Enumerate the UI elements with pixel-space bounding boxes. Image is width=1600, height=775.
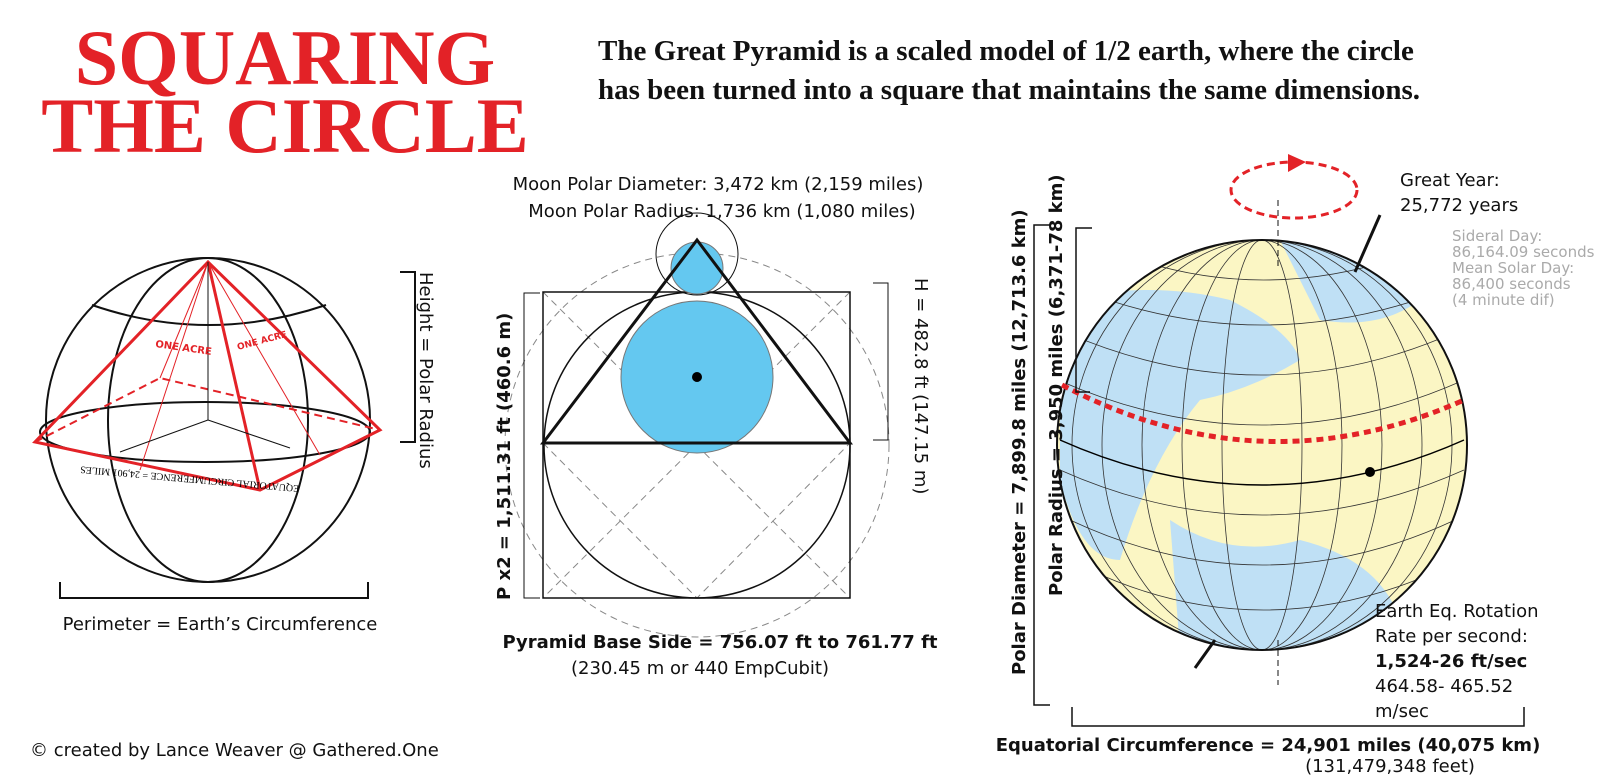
equatorial: Equatorial Circumference = 24,901 miles … bbox=[996, 735, 1541, 756]
polar-radius: Polar Radius = 3,950 miles (6,371-78 km) bbox=[1046, 174, 1067, 596]
brackets bbox=[1033, 224, 1525, 727]
center-dot bbox=[692, 372, 702, 382]
day-note: Mean Solar Day: bbox=[1452, 259, 1574, 277]
day-note: 86,164.09 seconds bbox=[1452, 243, 1595, 261]
rotation-line: m/sec bbox=[1375, 701, 1429, 722]
day-note: 86,400 seconds bbox=[1452, 275, 1571, 293]
title-line: THE CIRCLE bbox=[41, 82, 529, 169]
day-notes: Sideral Day: 86,164.09 seconds Mean Sola… bbox=[1452, 227, 1595, 309]
perimeter-label: Perimeter = Earth’s Circumference bbox=[63, 614, 378, 635]
rotation-line: 1,524-26 ft/sec bbox=[1375, 651, 1527, 672]
pyramid bbox=[32, 259, 383, 492]
pyramid-geometry bbox=[504, 212, 890, 638]
perimeter-text: P x2 = 1,511.31 ft (460.6 m) bbox=[494, 313, 515, 600]
rotation-line: Earth Eq. Rotation bbox=[1375, 601, 1539, 622]
credit: © created by Lance Weaver @ Gathered.One bbox=[30, 740, 439, 761]
great-year: Great Year: bbox=[1400, 170, 1500, 191]
rotation-line: 464.58- 465.52 bbox=[1375, 676, 1513, 697]
day-note: Sideral Day: bbox=[1452, 227, 1542, 245]
height-label: Height = Polar Radius bbox=[415, 272, 436, 469]
moon-radius: Moon Polar Radius: 1,736 km (1,080 miles… bbox=[528, 201, 915, 222]
base-side-alt: (230.45 m or 440 EmpCubit) bbox=[571, 658, 829, 679]
left-globe bbox=[39, 257, 416, 599]
great-year: 25,772 years bbox=[1400, 195, 1518, 216]
acre-label: ONE ACRE bbox=[155, 339, 213, 358]
moon-diameter: Moon Polar Diameter: 3,472 km (2,159 mil… bbox=[513, 174, 924, 195]
earth-outline bbox=[1056, 239, 1468, 651]
precession bbox=[1229, 160, 1359, 220]
subtitle-line: The Great Pyramid is a scaled model of 1… bbox=[598, 35, 1414, 67]
precession-arrow bbox=[1288, 154, 1306, 172]
title-line: SQUARING bbox=[75, 14, 495, 101]
location-dot bbox=[1365, 467, 1375, 477]
height-text: H = 482.8 ft (147.15 m) bbox=[910, 278, 931, 494]
equator-path bbox=[1060, 382, 1466, 444]
earth-axis bbox=[1193, 214, 1382, 669]
polar-diameter: Polar Diameter = 7,899.8 miles (12,713.6… bbox=[1009, 209, 1030, 675]
equatorial-feet: (131,479,348 feet) bbox=[1305, 756, 1475, 775]
earth-surface bbox=[1057, 240, 1465, 650]
rotation-line: Rate per second: bbox=[1375, 626, 1528, 647]
pyramid-axis bbox=[119, 262, 291, 453]
base-side: Pyramid Base Side = 756.07 ft to 761.77 … bbox=[502, 632, 937, 653]
equator-label: EQUATORIAL CIRCUMFERENCE = 24,901 MILES bbox=[80, 463, 300, 493]
subtitle-line: has been turned into a square that maint… bbox=[598, 74, 1420, 106]
acre-label: ONE ACRE bbox=[236, 330, 288, 353]
day-note: (4 minute dif) bbox=[1452, 291, 1555, 309]
